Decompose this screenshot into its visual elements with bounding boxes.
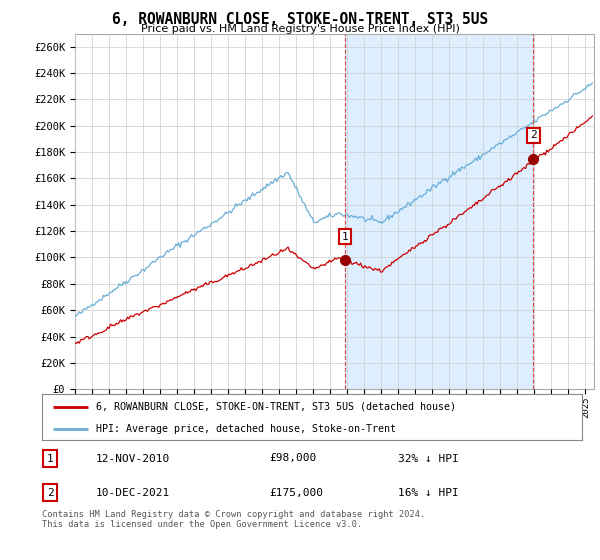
Text: 1: 1 bbox=[47, 454, 53, 464]
Text: 1: 1 bbox=[341, 232, 349, 242]
Text: HPI: Average price, detached house, Stoke-on-Trent: HPI: Average price, detached house, Stok… bbox=[96, 424, 396, 435]
Text: 32% ↓ HPI: 32% ↓ HPI bbox=[398, 454, 459, 464]
Text: 2: 2 bbox=[530, 130, 537, 140]
Text: Contains HM Land Registry data © Crown copyright and database right 2024.
This d: Contains HM Land Registry data © Crown c… bbox=[42, 510, 425, 529]
Bar bbox=[345, 34, 533, 389]
Text: 2: 2 bbox=[47, 488, 53, 498]
Text: 6, ROWANBURN CLOSE, STOKE-ON-TRENT, ST3 5US: 6, ROWANBURN CLOSE, STOKE-ON-TRENT, ST3 … bbox=[112, 12, 488, 27]
Text: £175,000: £175,000 bbox=[269, 488, 323, 498]
Text: 16% ↓ HPI: 16% ↓ HPI bbox=[398, 488, 459, 498]
Text: 10-DEC-2021: 10-DEC-2021 bbox=[96, 488, 170, 498]
Text: 6, ROWANBURN CLOSE, STOKE-ON-TRENT, ST3 5US (detached house): 6, ROWANBURN CLOSE, STOKE-ON-TRENT, ST3 … bbox=[96, 402, 456, 412]
Text: £98,000: £98,000 bbox=[269, 454, 316, 464]
Text: Price paid vs. HM Land Registry's House Price Index (HPI): Price paid vs. HM Land Registry's House … bbox=[140, 24, 460, 34]
Text: 12-NOV-2010: 12-NOV-2010 bbox=[96, 454, 170, 464]
